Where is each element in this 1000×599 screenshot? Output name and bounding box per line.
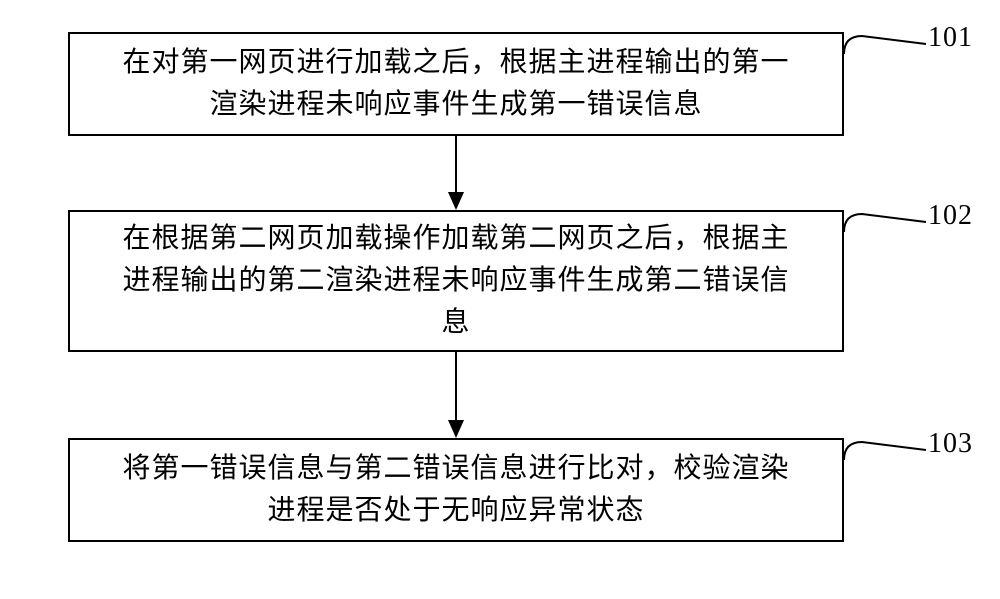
flowchart-node-2-label: 102 bbox=[928, 200, 973, 232]
flowchart-node-2-text: 在根据第二网页加载操作加载第二网页之后，根据主 进程输出的第二渲染进程未响应事件… bbox=[122, 218, 789, 344]
flowchart-node-1-text: 在对第一网页进行加载之后，根据主进程输出的第一 渲染进程未响应事件生成第一错误信… bbox=[122, 42, 789, 126]
flowchart-node-1: 在对第一网页进行加载之后，根据主进程输出的第一 渲染进程未响应事件生成第一错误信… bbox=[68, 32, 844, 136]
flowchart-canvas: 在对第一网页进行加载之后，根据主进程输出的第一 渲染进程未响应事件生成第一错误信… bbox=[0, 0, 1000, 599]
flowchart-node-2: 在根据第二网页加载操作加载第二网页之后，根据主 进程输出的第二渲染进程未响应事件… bbox=[68, 210, 844, 352]
flowchart-node-3-label: 103 bbox=[928, 428, 973, 460]
flowchart-node-1-label: 101 bbox=[928, 22, 973, 54]
flowchart-node-3: 将第一错误信息与第二错误信息进行比对，校验渲染 进程是否处于无响应异常状态 bbox=[68, 438, 844, 542]
flowchart-node-3-text: 将第一错误信息与第二错误信息进行比对，校验渲染 进程是否处于无响应异常状态 bbox=[122, 448, 789, 532]
